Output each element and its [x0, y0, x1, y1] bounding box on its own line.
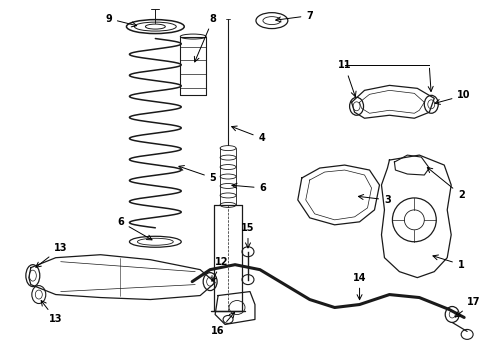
Text: 11: 11	[338, 60, 356, 96]
Text: 5: 5	[179, 166, 217, 183]
Text: 12: 12	[212, 257, 229, 281]
Text: 13: 13	[36, 243, 68, 267]
Text: 3: 3	[358, 194, 391, 205]
Text: 9: 9	[105, 14, 137, 27]
Text: 1: 1	[433, 255, 465, 270]
Text: 13: 13	[41, 301, 63, 324]
Text: 17: 17	[455, 297, 481, 317]
Text: 6: 6	[117, 217, 152, 240]
Text: 4: 4	[232, 126, 265, 143]
Text: 7: 7	[276, 11, 313, 22]
Text: 16: 16	[211, 312, 235, 336]
Text: 14: 14	[353, 273, 367, 300]
Text: 10: 10	[435, 90, 471, 104]
Text: 8: 8	[195, 14, 217, 62]
Text: 15: 15	[241, 223, 255, 248]
Text: 2: 2	[427, 167, 465, 200]
Text: 6: 6	[232, 183, 266, 193]
